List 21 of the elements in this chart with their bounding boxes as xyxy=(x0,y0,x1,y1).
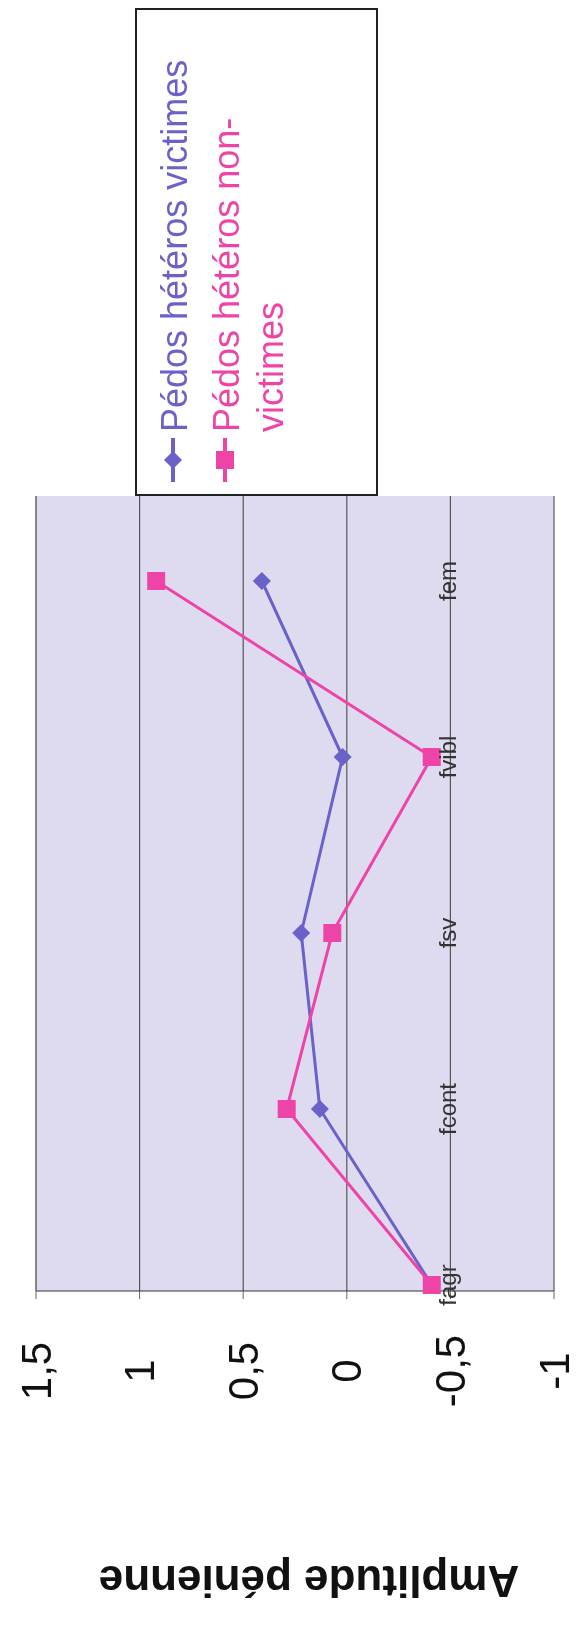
y-tick-label: fvibl xyxy=(434,735,462,779)
x-tick-label: -0,5 xyxy=(427,1334,475,1408)
y-tick-label: fcont xyxy=(434,1082,462,1136)
x-tick-label: 0,5 xyxy=(219,1341,267,1401)
point xyxy=(310,1100,329,1118)
point xyxy=(252,572,271,590)
text: Pédos hétéros victimes xyxy=(153,59,196,432)
x-axis-title: Amplitude pénienne xyxy=(98,1556,520,1606)
text: Pédos hétéros non-victimes xyxy=(205,116,292,432)
x-tick-label: 1,5 xyxy=(12,1341,60,1401)
y-tick-label: fem xyxy=(434,560,462,602)
point xyxy=(277,1100,296,1118)
y-tick-label: fsv xyxy=(434,917,462,949)
point xyxy=(323,924,342,942)
point xyxy=(147,572,166,590)
point xyxy=(333,748,352,766)
y-tick-label: fagr xyxy=(434,1264,462,1306)
x-tick-label: 1 xyxy=(116,1359,164,1383)
x-tick-label: -1 xyxy=(530,1352,578,1390)
point xyxy=(292,924,311,942)
x-tick-label: 0 xyxy=(323,1359,371,1383)
